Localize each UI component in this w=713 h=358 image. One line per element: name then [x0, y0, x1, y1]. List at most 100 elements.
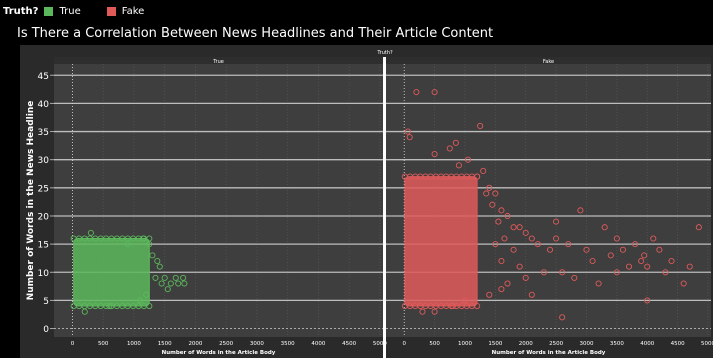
data-point	[656, 246, 663, 253]
data-point	[619, 246, 626, 253]
x-tick-label: 2000	[519, 341, 533, 347]
data-point	[498, 207, 505, 214]
data-point	[565, 241, 572, 248]
data-point	[528, 235, 535, 242]
data-point	[577, 207, 584, 214]
facet-panel-fake: Fake 0 500 1000 1500 2000 2500 3000 3500 4000 4500…	[386, 57, 713, 356]
x-tick-label: 2500	[219, 341, 233, 347]
data-point	[164, 286, 171, 293]
data-point	[528, 291, 535, 298]
y-tick-label: 40	[38, 100, 50, 110]
data-point	[510, 246, 517, 253]
y-tick-label: 10	[38, 269, 50, 279]
legend-item-true[interactable]: True	[44, 5, 81, 17]
data-point	[149, 252, 156, 259]
facet-label: Fake	[543, 59, 554, 65]
data-point	[486, 291, 493, 298]
data-point	[571, 274, 578, 281]
data-point	[413, 89, 420, 96]
legend-swatch-true	[44, 6, 54, 16]
data-point	[601, 224, 608, 231]
data-point	[680, 280, 687, 287]
data-point	[492, 190, 499, 197]
data-point	[474, 173, 481, 180]
x-tick-label: 2500	[549, 341, 563, 347]
x-tick-label: 4000	[311, 341, 325, 347]
data-point	[158, 280, 165, 287]
y-tick-label: 30	[38, 156, 50, 166]
y-tick-label: 45	[38, 72, 49, 82]
data-point	[480, 167, 487, 174]
facet-strip	[386, 57, 711, 64]
legend-label-fake: Fake	[121, 5, 145, 17]
data-point	[546, 246, 554, 253]
facet-label: True	[212, 59, 224, 65]
data-point	[175, 280, 182, 287]
legend-swatch-fake	[106, 6, 116, 16]
data-point	[498, 286, 505, 293]
legend: Truth? True Fake	[0, 0, 713, 22]
data-point	[167, 280, 174, 287]
data-point	[553, 235, 560, 242]
data-point	[668, 257, 675, 265]
data-point	[172, 274, 179, 281]
data-point	[613, 269, 620, 276]
data-point	[495, 218, 502, 225]
y-tick-label: 5	[43, 297, 49, 307]
x-tick-label: 3500	[281, 341, 295, 347]
data-point	[540, 269, 547, 276]
data-point	[638, 257, 645, 265]
data-point	[431, 151, 438, 158]
x-tick-label: 5000	[701, 341, 713, 347]
data-point	[644, 263, 651, 270]
data-point	[419, 308, 426, 315]
data-point	[686, 263, 693, 270]
y-tick-label: 15	[38, 241, 49, 251]
data-point	[695, 224, 702, 231]
x-axis-label: Number of Words in the Article Body	[162, 350, 276, 356]
data-point	[595, 280, 602, 287]
data-point	[81, 308, 88, 315]
data-point	[583, 246, 590, 253]
data-point	[498, 257, 505, 265]
dense-point-cloud	[404, 176, 478, 307]
data-point	[404, 128, 411, 135]
legend-item-fake[interactable]: Fake	[106, 5, 145, 17]
dense-point-cloud	[73, 237, 150, 307]
data-point	[641, 252, 648, 259]
y-tick-label: 20	[38, 212, 50, 222]
x-tick-label: 3500	[610, 341, 624, 347]
data-point	[650, 235, 657, 242]
data-point	[501, 235, 508, 242]
data-point	[431, 308, 438, 315]
x-axis-label: Number of Words in the Article Body	[492, 350, 606, 356]
data-point	[483, 190, 490, 197]
data-point	[510, 224, 517, 231]
data-point	[559, 269, 566, 276]
data-point	[516, 263, 523, 270]
x-tick-label: 0	[71, 341, 75, 347]
facet-divider	[383, 57, 386, 358]
data-point	[644, 297, 651, 304]
data-point	[156, 263, 163, 270]
chart-title: Is There a Correlation Between News Head…	[17, 26, 494, 41]
facet-panel-true: True 0 500 1000 1500 2000 2500 3000 3500 4000 4500…	[54, 57, 387, 356]
legend-label-true: True	[59, 5, 81, 17]
data-point	[589, 257, 596, 265]
data-point	[431, 89, 438, 96]
x-tick-label: 4500	[671, 341, 685, 347]
data-point	[161, 274, 168, 281]
y-axis-label: Number of Words in the News Headline	[26, 101, 36, 301]
data-point	[632, 241, 639, 248]
data-point	[181, 280, 188, 287]
x-tick-label: 0	[402, 341, 406, 347]
data-point	[504, 212, 511, 220]
data-point	[464, 156, 472, 163]
x-tick-label: 500	[429, 341, 440, 347]
data-point	[406, 134, 413, 141]
data-point	[504, 280, 511, 287]
x-tick-label: 2000	[188, 341, 202, 347]
x-tick-label: 1500	[158, 341, 172, 347]
data-point	[124, 241, 131, 248]
